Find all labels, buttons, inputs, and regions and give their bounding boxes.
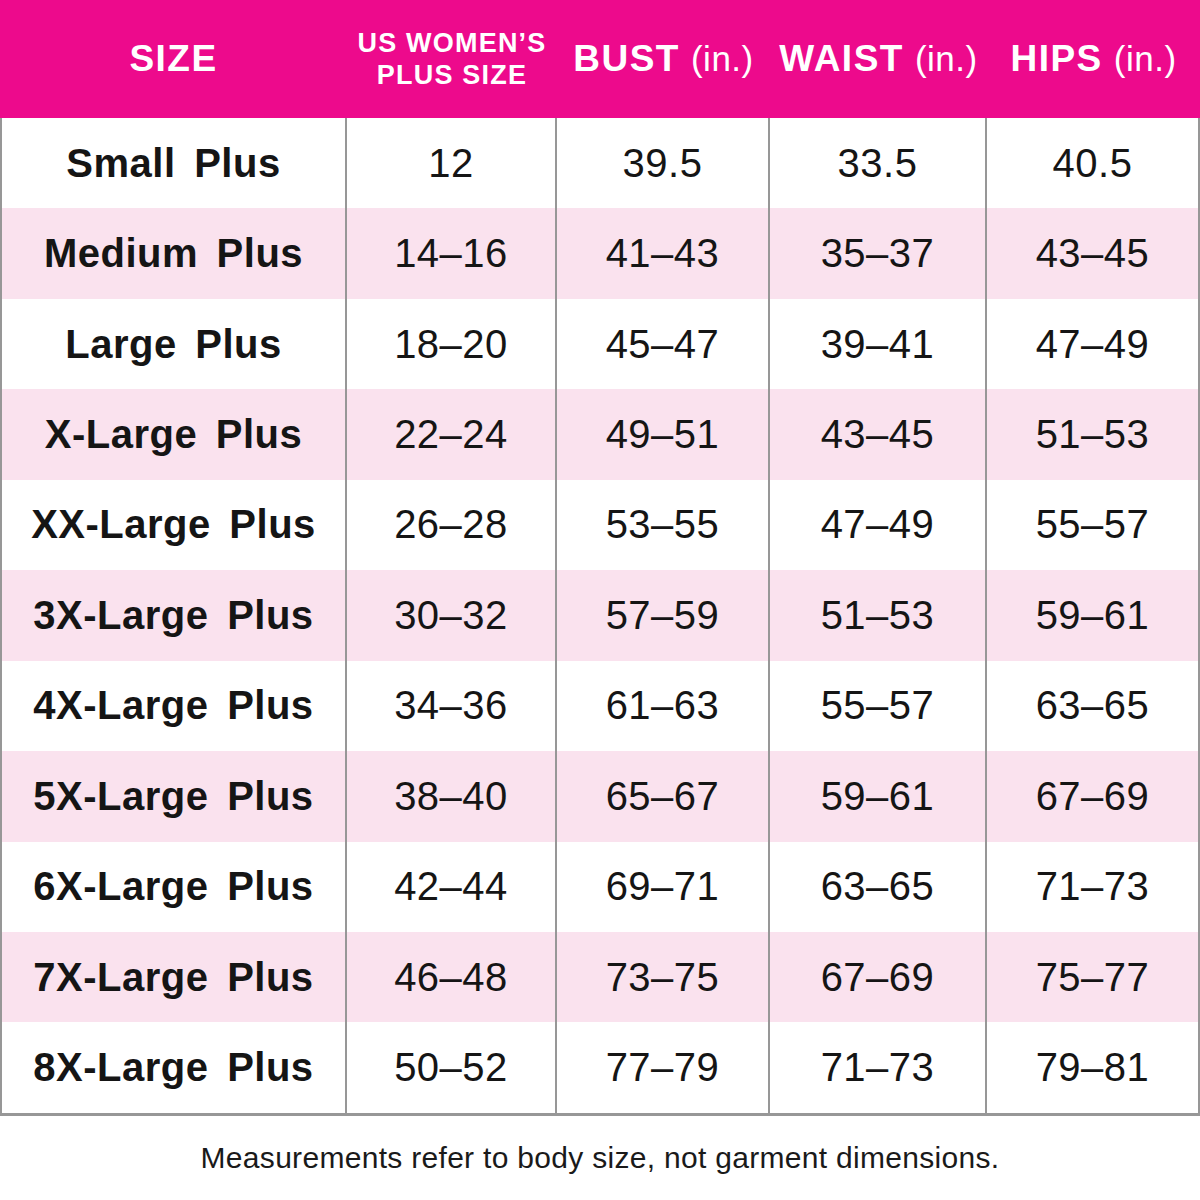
measurement-cell: 18–20 — [347, 299, 557, 389]
measurement-cell: 38–40 — [347, 751, 557, 841]
table-body: Small Plus1239.533.540.5Medium Plus14–16… — [0, 118, 1200, 1116]
size-label-cell: Small Plus — [2, 118, 347, 208]
header-cell: HIPS (in.) — [987, 0, 1200, 118]
measurement-cell: 51–53 — [987, 389, 1198, 479]
measurement-cell: 53–55 — [557, 480, 770, 570]
header-label: HIPS — [1010, 39, 1102, 80]
header-cell: BUST (in.) — [557, 0, 770, 118]
measurement-cell: 34–36 — [347, 661, 557, 751]
header-unit: (in.) — [915, 39, 978, 79]
measurement-cell: 26–28 — [347, 480, 557, 570]
measurement-cell: 50–52 — [347, 1022, 557, 1112]
measurement-cell: 67–69 — [770, 932, 987, 1022]
measurement-cell: 43–45 — [987, 208, 1198, 298]
header-label: US WOMEN’S — [357, 27, 546, 59]
header-cell: US WOMEN’SPLUS SIZE — [347, 0, 557, 118]
table-row: 7X-Large Plus46–4873–7567–6975–77 — [2, 932, 1198, 1022]
measurement-cell: 33.5 — [770, 118, 987, 208]
header-label-group: BUST (in.) — [573, 39, 754, 80]
measurement-cell: 12 — [347, 118, 557, 208]
size-label-cell: 4X-Large Plus — [2, 661, 347, 751]
measurement-cell: 61–63 — [557, 661, 770, 751]
header-label-line2: PLUS SIZE — [377, 59, 527, 91]
measurement-cell: 67–69 — [987, 751, 1198, 841]
table-row: XX-Large Plus26–2853–5547–4955–57 — [2, 480, 1198, 570]
measurement-cell: 43–45 — [770, 389, 987, 479]
measurement-cell: 75–77 — [987, 932, 1198, 1022]
table-row: 6X-Large Plus42–4469–7163–6571–73 — [2, 842, 1198, 932]
measurement-cell: 42–44 — [347, 842, 557, 932]
measurement-cell: 59–61 — [770, 751, 987, 841]
measurement-cell: 39–41 — [770, 299, 987, 389]
measurement-cell: 45–47 — [557, 299, 770, 389]
size-label-cell: Large Plus — [2, 299, 347, 389]
header-cell: WAIST (in.) — [770, 0, 987, 118]
measurement-cell: 71–73 — [987, 842, 1198, 932]
measurement-cell: 63–65 — [987, 661, 1198, 751]
measurement-cell: 14–16 — [347, 208, 557, 298]
size-label-cell: XX-Large Plus — [2, 480, 347, 570]
measurement-cell: 57–59 — [557, 570, 770, 660]
table-row: Small Plus1239.533.540.5 — [2, 118, 1198, 208]
size-chart-table: SIZE US WOMEN’SPLUS SIZE BUST (in.) WAIST (in… — [0, 0, 1200, 1200]
measurement-cell: 63–65 — [770, 842, 987, 932]
table-footnote: Measurements refer to body size, not gar… — [0, 1116, 1200, 1200]
header-label: WAIST — [779, 39, 904, 80]
table-row: Large Plus18–2045–4739–4147–49 — [2, 299, 1198, 389]
measurement-cell: 73–75 — [557, 932, 770, 1022]
measurement-cell: 79–81 — [987, 1022, 1198, 1112]
measurement-cell: 59–61 — [987, 570, 1198, 660]
measurement-cell: 35–37 — [770, 208, 987, 298]
header-label-group: WAIST (in.) — [779, 39, 977, 80]
measurement-cell: 69–71 — [557, 842, 770, 932]
header-cell: SIZE — [0, 0, 347, 118]
measurement-cell: 22–24 — [347, 389, 557, 479]
header-unit: (in.) — [1114, 39, 1177, 79]
measurement-cell: 41–43 — [557, 208, 770, 298]
measurement-cell: 47–49 — [770, 480, 987, 570]
header-unit: (in.) — [691, 39, 754, 79]
table-header: SIZE US WOMEN’SPLUS SIZE BUST (in.) WAIST (in… — [0, 0, 1200, 118]
table-row: Medium Plus14–1641–4335–3743–45 — [2, 208, 1198, 298]
size-label-cell: Medium Plus — [2, 208, 347, 298]
measurement-cell: 49–51 — [557, 389, 770, 479]
table-row: 4X-Large Plus34–3661–6355–5763–65 — [2, 661, 1198, 751]
table-row: 5X-Large Plus38–4065–6759–6167–69 — [2, 751, 1198, 841]
header-label: BUST — [573, 39, 680, 80]
measurement-cell: 55–57 — [770, 661, 987, 751]
size-label-cell: X-Large Plus — [2, 389, 347, 479]
header-label-group: HIPS (in.) — [1010, 39, 1176, 80]
table-row: 8X-Large Plus50–5277–7971–7379–81 — [2, 1022, 1198, 1112]
measurement-cell: 71–73 — [770, 1022, 987, 1112]
size-label-cell: 6X-Large Plus — [2, 842, 347, 932]
table-row: 3X-Large Plus30–3257–5951–5359–61 — [2, 570, 1198, 660]
measurement-cell: 46–48 — [347, 932, 557, 1022]
measurement-cell: 77–79 — [557, 1022, 770, 1112]
size-label-cell: 3X-Large Plus — [2, 570, 347, 660]
size-label-cell: 7X-Large Plus — [2, 932, 347, 1022]
measurement-cell: 40.5 — [987, 118, 1198, 208]
header-label: SIZE — [129, 39, 217, 80]
size-label-cell: 8X-Large Plus — [2, 1022, 347, 1112]
size-label-cell: 5X-Large Plus — [2, 751, 347, 841]
measurement-cell: 47–49 — [987, 299, 1198, 389]
measurement-cell: 51–53 — [770, 570, 987, 660]
measurement-cell: 30–32 — [347, 570, 557, 660]
measurement-cell: 39.5 — [557, 118, 770, 208]
measurement-cell: 65–67 — [557, 751, 770, 841]
table-row: X-Large Plus22–2449–5143–4551–53 — [2, 389, 1198, 479]
measurement-cell: 55–57 — [987, 480, 1198, 570]
